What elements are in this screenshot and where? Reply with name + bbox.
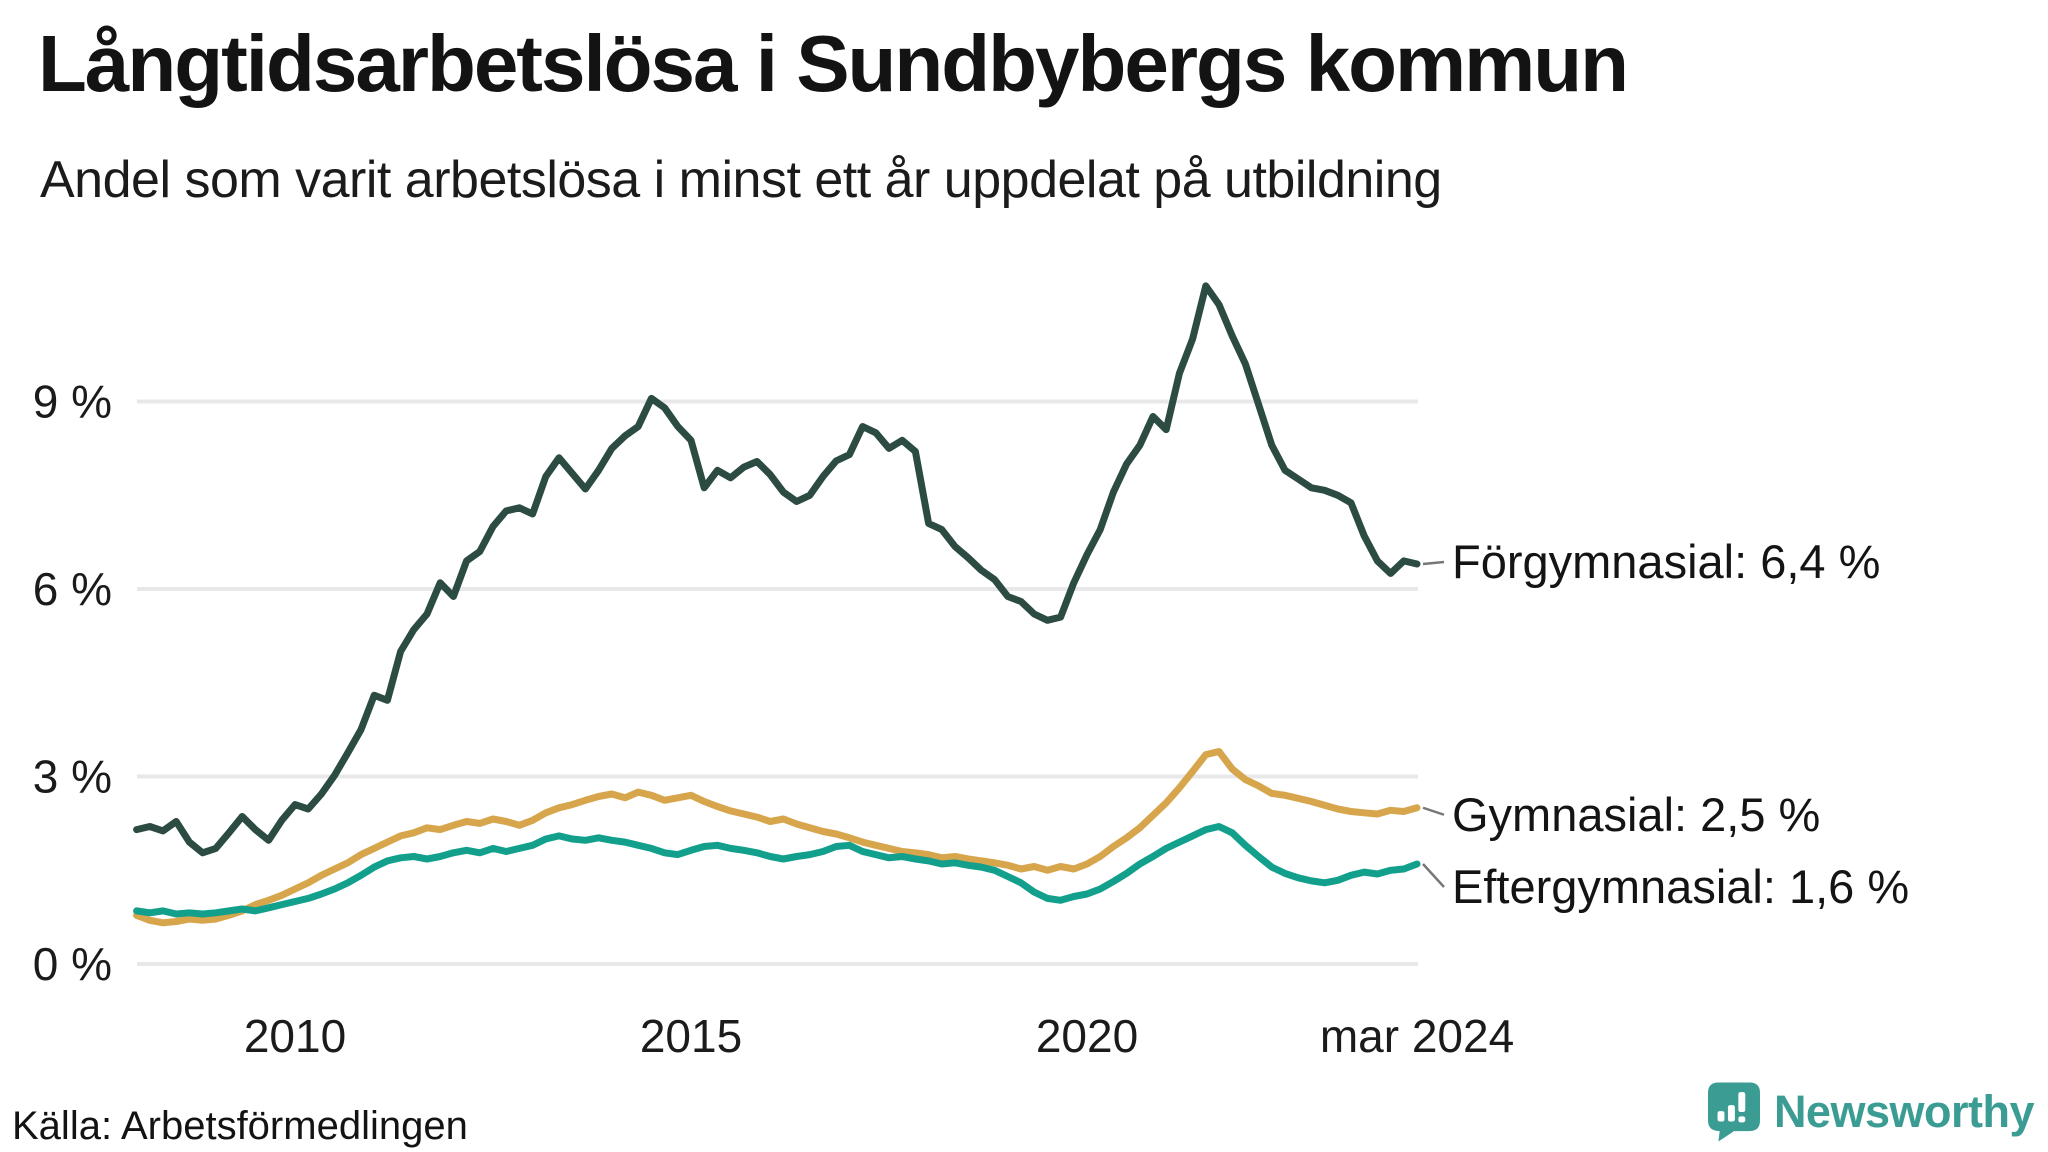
page-subtitle: Andel som varit arbetslösa i minst ett å… bbox=[40, 151, 1442, 209]
x-tick-label-2015: 2015 bbox=[640, 1010, 742, 1062]
x-tick-label-2020: 2020 bbox=[1036, 1010, 1138, 1062]
series-label-förgymnasial: Förgymnasial: 6,4 % bbox=[1452, 535, 1880, 588]
newsworthy-logo-icon bbox=[1707, 1082, 1760, 1142]
series-label-tick-gymnasial bbox=[1422, 806, 1445, 816]
series-label-eftergymnasial: Eftergymnasial: 1,6 % bbox=[1452, 860, 1909, 913]
y-tick-label-9: 9 % bbox=[33, 376, 112, 428]
series-line-gymnasial bbox=[133, 748, 1421, 927]
source-note: Källa: Arbetsförmedlingen bbox=[12, 1104, 468, 1148]
y-tick-label-0: 0 % bbox=[33, 938, 112, 990]
series-label-gymnasial: Gymnasial: 2,5 % bbox=[1452, 788, 1820, 841]
newsworthy-wordmark: Newsworthy bbox=[1773, 1086, 2035, 1137]
x-tick-label-2010: 2010 bbox=[244, 1010, 346, 1062]
y-tick-label-6: 6 % bbox=[33, 563, 112, 615]
x-tick-label-mar-2024: mar 2024 bbox=[1320, 1010, 1514, 1062]
series-line-förgymnasial bbox=[133, 282, 1421, 857]
y-tick-label-3: 3 % bbox=[33, 751, 112, 803]
series-line-eftergymnasial bbox=[133, 823, 1421, 918]
newsworthy-logo[interactable]: Newsworthy bbox=[1707, 1082, 2035, 1142]
series-label-tick-förgymnasial bbox=[1422, 560, 1445, 566]
series-label-tick-eftergymnasial bbox=[1422, 863, 1445, 888]
page-title: Långtidsarbetslösa i Sundbybergs kommun bbox=[38, 19, 1629, 108]
